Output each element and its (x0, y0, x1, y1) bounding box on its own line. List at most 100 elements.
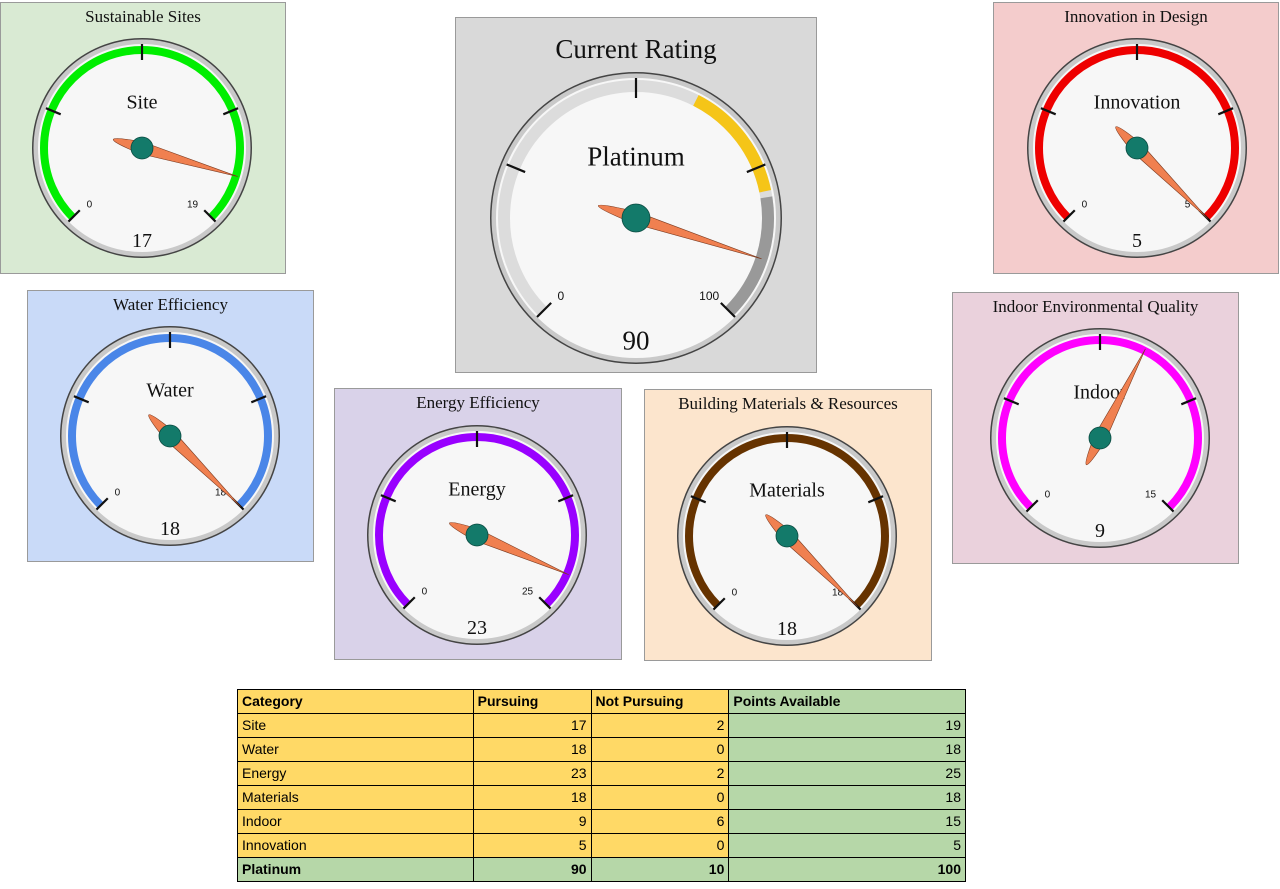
gauge-title-energy: Energy Efficiency (416, 393, 540, 412)
gauge-water: 0 18 Water 18 (60, 326, 280, 546)
gauge-energy-label: Energy (448, 478, 505, 500)
gauge-site-tick (222, 107, 239, 116)
gauge-current: 0 100 Platinum 90 (490, 72, 782, 364)
header-pursuing: Pursuing (472, 689, 592, 714)
gauge-materials-min-label: 0 (732, 588, 738, 599)
cell-not-pursuing: 10 (590, 857, 730, 882)
gauge-title-current: Current Rating (555, 34, 717, 64)
cell-not-pursuing: 0 (590, 785, 730, 810)
gauge-innovation-max-label: 5 (1185, 200, 1191, 211)
cell-points-available: 5 (728, 833, 966, 858)
gauge-innovation-tick (1062, 209, 1076, 223)
gauge-materials-tick (690, 495, 707, 504)
summary-table: Category Pursuing Not Pursuing Points Av… (237, 689, 966, 882)
gauge-water-min-label: 0 (115, 488, 121, 499)
gauge-panel-indoor: Indoor Environmental Quality 0 15 Indoor 9 (952, 292, 1239, 564)
cell-category: Water (237, 737, 474, 762)
cell-pursuing: 23 (472, 761, 592, 786)
gauge-materials-label: Materials (749, 479, 825, 501)
table-row: Materials 18 0 18 (237, 785, 966, 810)
cell-pursuing: 5 (472, 833, 592, 858)
gauge-innovation: 0 5 Innovation 5 (1027, 38, 1247, 258)
gauge-innovation-label: Innovation (1094, 91, 1181, 113)
cell-points-available: 100 (728, 857, 966, 882)
table-row: Site 17 2 19 (237, 713, 966, 738)
table-total-row: Platinum 90 10 100 (237, 857, 966, 882)
cell-category: Innovation (237, 833, 474, 858)
gauge-materials-value: 18 (777, 618, 797, 640)
cell-category: Platinum (237, 857, 474, 882)
gauge-water-hub (158, 424, 182, 448)
gauge-materials-tick (867, 495, 884, 504)
gauge-energy-min-label: 0 (422, 587, 428, 598)
gauge-current-tick (720, 302, 736, 318)
gauge-panel-materials: Building Materials & Resources 0 18 Materi… (644, 389, 932, 661)
gauge-materials-max-label: 18 (832, 588, 844, 599)
cell-pursuing: 90 (472, 857, 592, 882)
gauge-indoor-max-label: 15 (1145, 490, 1157, 501)
gauge-title-materials: Building Materials & Resources (678, 394, 898, 413)
gauge-water-tick (250, 395, 267, 404)
cell-points-available: 19 (728, 713, 966, 738)
header-points-available: Points Available (728, 689, 966, 714)
gauge-current-max-label: 100 (699, 289, 719, 303)
cell-points-available: 25 (728, 761, 966, 786)
gauge-site-tick (67, 209, 81, 223)
gauge-panel-innovation: Innovation in Design 0 5 Innovation 5 (993, 2, 1279, 274)
table-row: Indoor 9 6 15 (237, 809, 966, 834)
gauge-panel-current: Current Rating 0 100 Platinum 90 (455, 17, 817, 373)
cell-category: Indoor (237, 809, 474, 834)
table-row: Energy 23 2 25 (237, 761, 966, 786)
gauge-water-value: 18 (160, 518, 180, 540)
gauge-site-tick (203, 209, 217, 223)
gauge-site-min-label: 0 (87, 200, 93, 211)
gauge-site-hub (130, 136, 154, 160)
gauge-innovation-hub (1125, 136, 1149, 160)
gauge-innovation-tick (1040, 107, 1057, 116)
gauge-indoor-tick (1003, 397, 1020, 406)
cell-points-available: 15 (728, 809, 966, 834)
cell-not-pursuing: 0 (590, 737, 730, 762)
cell-pursuing: 9 (472, 809, 592, 834)
gauge-indoor-tick (1180, 397, 1197, 406)
gauge-materials: 0 18 Materials 18 (677, 426, 897, 646)
gauge-title-innovation: Innovation in Design (1064, 7, 1208, 26)
gauge-indoor-tick (1025, 499, 1039, 513)
gauge-title-site: Sustainable Sites (85, 7, 201, 26)
gauge-indoor-value: 9 (1095, 520, 1105, 542)
gauge-current-band-0 (693, 95, 772, 193)
gauge-energy-tick (557, 494, 574, 503)
cell-pursuing: 17 (472, 713, 592, 738)
gauge-water-label: Water (146, 379, 194, 401)
gauge-site-max-label: 19 (187, 200, 199, 211)
gauge-indoor-min-label: 0 (1045, 490, 1051, 501)
header-not-pursuing: Not Pursuing (590, 689, 730, 714)
gauge-innovation-tick (1217, 107, 1234, 116)
gauge-site-value: 17 (132, 230, 152, 252)
gauge-energy-hub (465, 523, 489, 547)
gauge-innovation-min-label: 0 (1082, 200, 1088, 211)
gauge-current-tick (536, 302, 552, 318)
gauge-water-tick (73, 395, 90, 404)
cell-category: Materials (237, 785, 474, 810)
table-row: Innovation 5 0 5 (237, 833, 966, 858)
gauge-panel-energy: Energy Efficiency 0 25 Energy 23 (334, 388, 622, 660)
cell-category: Site (237, 713, 474, 738)
gauge-site-label: Site (126, 91, 157, 113)
cell-pursuing: 18 (472, 785, 592, 810)
gauge-title-indoor: Indoor Environmental Quality (992, 297, 1199, 316)
gauge-water-max-label: 18 (215, 488, 227, 499)
gauge-materials-tick (712, 597, 726, 611)
gauge-site-tick (45, 107, 62, 116)
table-row: Water 18 0 18 (237, 737, 966, 762)
table-header-row: Category Pursuing Not Pursuing Points Av… (237, 689, 966, 714)
gauge-title-water: Water Efficiency (113, 295, 228, 314)
gauge-current-tick (746, 163, 766, 174)
gauge-indoor: 0 15 Indoor 9 (990, 328, 1210, 548)
gauge-indoor-tick (1161, 499, 1175, 513)
gauge-innovation-value: 5 (1132, 230, 1142, 252)
gauge-water-tick (95, 497, 109, 511)
gauge-current-value: 90 (623, 325, 650, 355)
cell-not-pursuing: 2 (590, 761, 730, 786)
gauge-energy-tick (380, 494, 397, 503)
